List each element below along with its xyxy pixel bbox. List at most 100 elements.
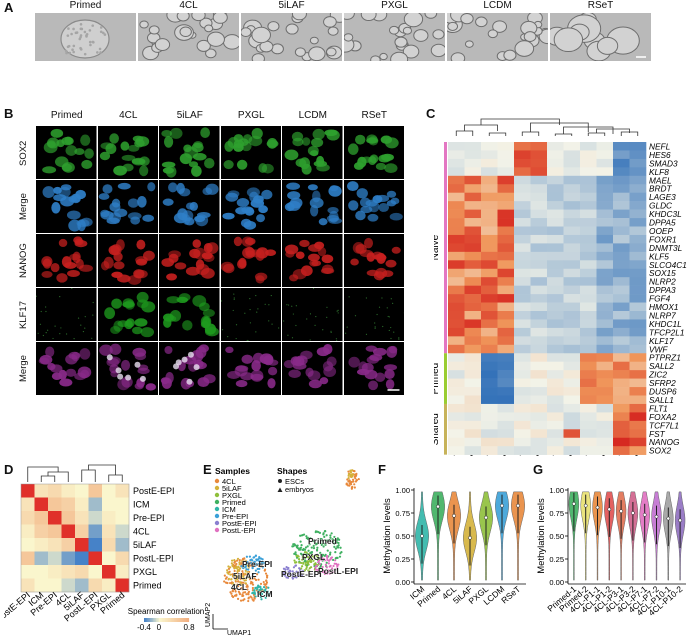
heatmap-cell [514, 158, 531, 168]
sample-legend-label: 4CL [222, 477, 236, 486]
heatmap-cell [448, 142, 465, 151]
heatmap-cell [448, 353, 465, 362]
brightfield-image [138, 13, 239, 61]
sample-legend-dot [214, 527, 220, 533]
fluorescence-image [220, 126, 281, 179]
heatmap-cell [448, 201, 465, 210]
panel-b-column-label: PXGL [237, 110, 265, 121]
heatmap-cell [580, 167, 597, 177]
heatmap-cell [547, 437, 564, 447]
heatmap-cell [629, 201, 647, 210]
violin-median [642, 512, 647, 517]
heatmap-cell [481, 378, 498, 388]
fluorescence-image [343, 342, 404, 395]
heatmap-cell [464, 446, 482, 455]
correlation-cell [115, 524, 130, 539]
spearman-legend: Spearman correlation -0.4 0 0.8 [128, 607, 204, 632]
heatmap-cell [514, 192, 531, 202]
gene-label: HES6 [649, 150, 671, 160]
heatmap-cell [464, 420, 482, 430]
heatmap-cell [464, 234, 482, 244]
heatmap-cell [563, 302, 581, 312]
heatmap-cell [530, 429, 548, 439]
gene-label: NEFL [649, 141, 671, 151]
heatmap-cell [497, 319, 515, 329]
heatmap-cell [530, 142, 548, 151]
heatmap-cell [580, 268, 597, 278]
heatmap-cell [530, 184, 548, 193]
gene-label: FOXA2 [649, 412, 677, 422]
heatmap-cell [530, 420, 548, 430]
heatmap-cell [497, 395, 515, 405]
heatmap-cell [448, 277, 465, 286]
gene-label: KLF8 [649, 167, 669, 177]
heatmap-cell [481, 167, 498, 177]
heatmap-cell [448, 285, 465, 295]
panel-b-label: B [4, 106, 14, 121]
correlation-cell [48, 578, 62, 593]
sample-legend-dot [214, 506, 220, 512]
group-bar-naive [444, 142, 447, 354]
heatmap-cell [613, 218, 630, 227]
umap-point-cloud [226, 557, 251, 586]
heatmap-cell [547, 311, 564, 320]
heatmap-cell [629, 353, 647, 362]
heatmap-cell [563, 361, 581, 371]
violin-shape [495, 491, 509, 581]
heatmap-cell [563, 201, 581, 210]
correlation-cell [75, 497, 89, 512]
correlation-cell [88, 551, 103, 566]
heatmap-cell [580, 319, 597, 329]
heatmap-cell [613, 387, 630, 396]
correlation-row-label: 5iLAF [133, 540, 157, 550]
heatmap-cell [613, 251, 630, 261]
shape-legend-label: embryos [285, 485, 314, 494]
heatmap-cell [596, 336, 614, 346]
heatmap-cell [448, 226, 465, 236]
fluorescence-image [282, 234, 343, 287]
heatmap-cell [563, 336, 581, 346]
fluorescence-image [343, 126, 404, 179]
heatmap-cell [448, 192, 465, 202]
fluorescence-image [159, 234, 220, 287]
heatmap-cell [613, 327, 630, 337]
heatmap-cell [448, 446, 465, 455]
correlation-cell [88, 511, 103, 525]
heatmap-cell [547, 429, 564, 439]
heatmap-cell [596, 403, 614, 413]
heatmap-cell [530, 226, 548, 236]
gene-label: TFCP2L1 [649, 327, 685, 337]
correlation-cell [88, 578, 103, 593]
heatmap-cell [464, 201, 482, 210]
heatmap-cell [596, 327, 614, 337]
heatmap-cell [596, 387, 614, 396]
heatmap-cell [580, 277, 597, 286]
gene-label: SALL1 [649, 395, 674, 405]
panel-c-label: C [426, 106, 436, 121]
violin-median [595, 505, 600, 510]
heatmap-cell [530, 319, 548, 329]
heatmap-cell [629, 344, 647, 354]
fluorescence-image [97, 126, 158, 179]
heatmap-cell [563, 387, 581, 396]
heatmap-cell [497, 412, 515, 422]
heatmap-cell [464, 361, 482, 371]
heatmap-cell [481, 218, 498, 227]
panel-a-column-label: Primed [69, 0, 102, 11]
violin-shape [580, 491, 591, 581]
heatmap-cell [481, 201, 498, 210]
heatmap-cell [481, 327, 498, 337]
heatmap-cell [613, 336, 630, 346]
correlation-cell [48, 565, 62, 579]
correlation-cell [34, 484, 49, 498]
heatmap-cell [481, 302, 498, 312]
heatmap-cell [497, 184, 515, 193]
heatmap-cell [563, 344, 581, 354]
heatmap-cell [530, 387, 548, 396]
heatmap-cell [563, 218, 581, 227]
heatmap-cell [613, 395, 630, 405]
gene-label: KLF17 [649, 336, 674, 346]
heatmap-cell [497, 158, 515, 168]
heatmap-cell [547, 344, 564, 354]
gene-label: SOX2 [649, 446, 672, 456]
